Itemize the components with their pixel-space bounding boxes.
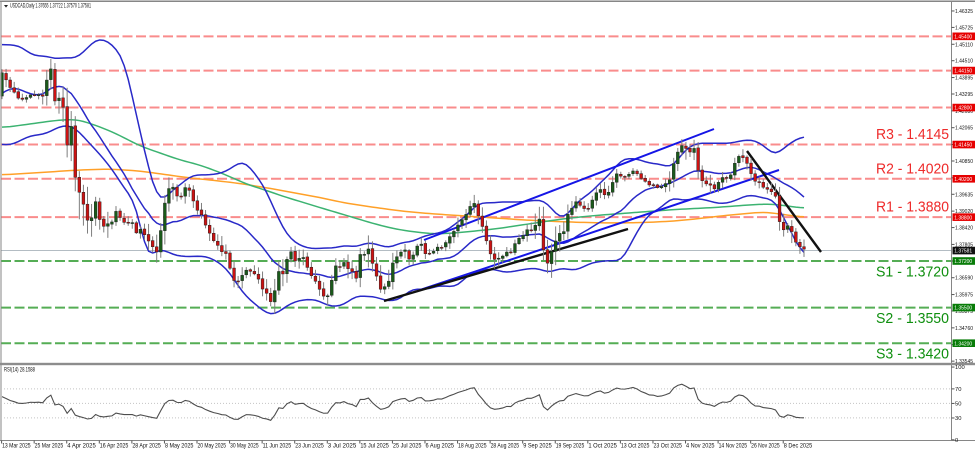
svg-text:1.45400: 1.45400 — [954, 34, 972, 40]
svg-text:28 Apr 2025: 28 Apr 2025 — [132, 443, 161, 450]
svg-text:3 Jul 2025: 3 Jul 2025 — [328, 443, 357, 450]
svg-text:20 May 2025: 20 May 2025 — [198, 443, 227, 450]
svg-text:1.36590: 1.36590 — [955, 276, 973, 282]
svg-text:1.35975: 1.35975 — [955, 293, 973, 299]
svg-text:1.35500: 1.35500 — [954, 306, 972, 312]
svg-text:50: 50 — [955, 401, 961, 407]
svg-text:1.43895: 1.43895 — [955, 76, 973, 82]
svg-text:16 Apr 2025: 16 Apr 2025 — [100, 443, 129, 450]
svg-text:70: 70 — [955, 387, 961, 393]
svg-text:30 May 2025: 30 May 2025 — [230, 443, 259, 450]
svg-text:1.38800: 1.38800 — [954, 215, 972, 221]
svg-text:9 Sep 2025: 9 Sep 2025 — [523, 443, 552, 450]
svg-text:4 Apr 2025: 4 Apr 2025 — [67, 443, 96, 450]
svg-text:1.43295: 1.43295 — [955, 92, 973, 98]
svg-text:1 Oct 2025: 1 Oct 2025 — [588, 443, 617, 450]
svg-text:11 Jun 2025: 11 Jun 2025 — [263, 443, 292, 450]
svg-text:1.41450: 1.41450 — [954, 143, 972, 149]
svg-text:13 Mar 2025: 13 Mar 2025 — [2, 443, 31, 450]
svg-text:1.46325: 1.46325 — [955, 9, 973, 15]
svg-text:1.42065: 1.42065 — [955, 126, 973, 132]
svg-text:23 Jun 2025: 23 Jun 2025 — [295, 443, 324, 450]
svg-text:30: 30 — [955, 416, 961, 422]
svg-text:25 Mar 2025: 25 Mar 2025 — [35, 443, 64, 450]
svg-text:26 Nov 2025: 26 Nov 2025 — [751, 443, 780, 450]
svg-text:25 Jul 2025: 25 Jul 2025 — [393, 443, 422, 450]
svg-text:1.34760: 1.34760 — [955, 326, 973, 332]
svg-text:1.45110: 1.45110 — [955, 42, 973, 48]
svg-text:1.42800: 1.42800 — [954, 106, 972, 112]
svg-text:8 Dec 2025: 8 Dec 2025 — [784, 443, 813, 450]
svg-text:6 Aug 2025: 6 Aug 2025 — [425, 443, 454, 450]
svg-text:1.39635: 1.39635 — [955, 192, 973, 198]
svg-text:S3 - 1.3420: S3 - 1.3420 — [876, 346, 949, 363]
svg-text:1.40200: 1.40200 — [954, 177, 972, 183]
svg-text:28 Aug 2025: 28 Aug 2025 — [491, 443, 520, 450]
svg-text:1.44150: 1.44150 — [954, 69, 972, 75]
svg-text:18 Aug 2025: 18 Aug 2025 — [458, 443, 487, 450]
svg-text:8 May 2025: 8 May 2025 — [165, 443, 194, 450]
svg-text:14 Nov 2025: 14 Nov 2025 — [719, 443, 748, 450]
svg-text:1.40850: 1.40850 — [955, 159, 973, 165]
svg-text:13 Oct 2025: 13 Oct 2025 — [621, 443, 650, 450]
svg-text:USDCAD,Daily 1.37655 1.37722: USDCAD,Daily 1.37655 1.37722 1.37570 1.3… — [10, 3, 91, 9]
svg-text:1.44510: 1.44510 — [955, 59, 973, 65]
svg-text:0: 0 — [955, 438, 958, 444]
svg-text:R1 - 1.3880: R1 - 1.3880 — [876, 199, 949, 216]
svg-text:1.45725: 1.45725 — [955, 25, 973, 31]
svg-text:R2 - 1.4020: R2 - 1.4020 — [876, 160, 949, 177]
svg-text:19 Sep 2025: 19 Sep 2025 — [556, 443, 585, 450]
svg-text:1.37200: 1.37200 — [954, 259, 972, 265]
svg-text:100: 100 — [955, 365, 965, 371]
svg-text:4 Nov 2025: 4 Nov 2025 — [686, 443, 715, 450]
svg-text:S1 - 1.3720: S1 - 1.3720 — [876, 264, 949, 281]
svg-text:1.38420: 1.38420 — [955, 226, 973, 232]
svg-text:RSI(14) 28.1588: RSI(14) 28.1588 — [4, 368, 35, 374]
svg-text:S2 - 1.3550: S2 - 1.3550 — [876, 310, 949, 327]
svg-text:R3 - 1.4145: R3 - 1.4145 — [876, 126, 949, 143]
svg-text:15 Jul 2025: 15 Jul 2025 — [360, 443, 389, 450]
svg-text:1.34200: 1.34200 — [954, 341, 972, 347]
svg-text:23 Oct 2025: 23 Oct 2025 — [653, 443, 682, 450]
svg-text:1.37581: 1.37581 — [954, 249, 972, 255]
